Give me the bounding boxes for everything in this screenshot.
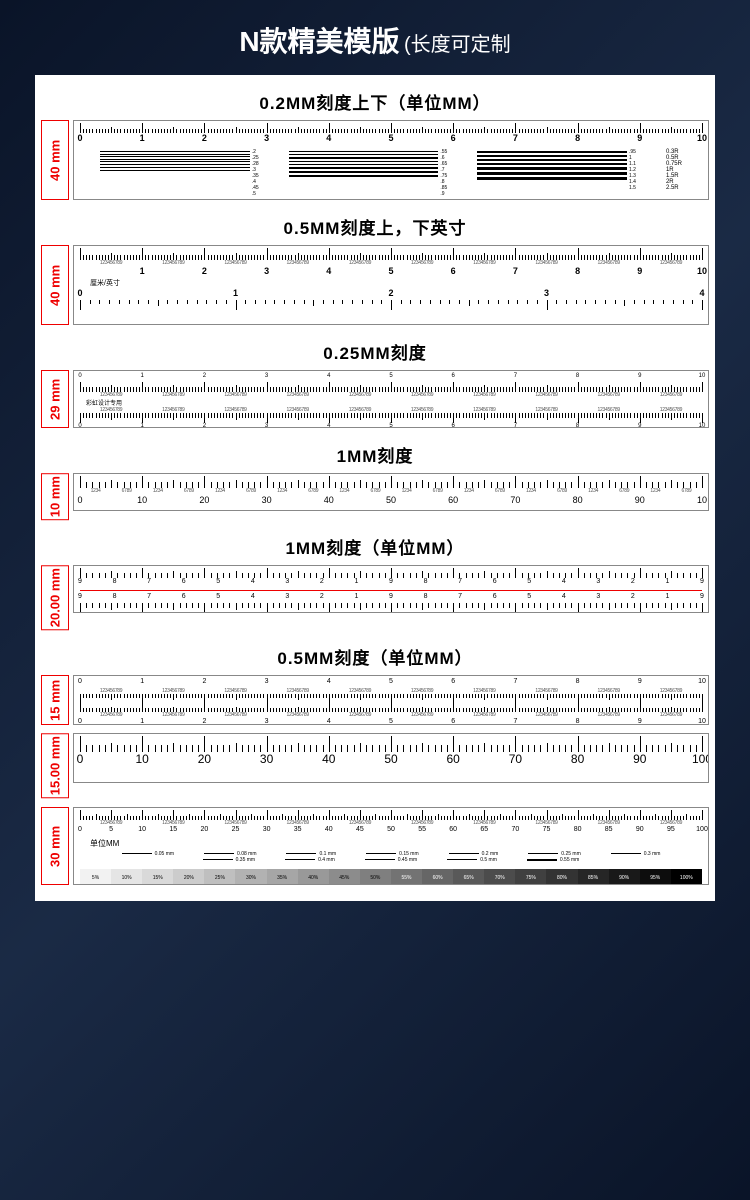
template-section: 30 mm12345678912345678912345678912345678… xyxy=(41,807,709,885)
height-label: 15 mm xyxy=(41,675,69,725)
section-title: 1MM刻度 xyxy=(41,436,709,473)
ruler-template: 1234567891234567891234567891234567891234… xyxy=(73,245,709,325)
ruler-template: 0123456789101234567891234567891234567891… xyxy=(73,370,709,428)
ruler-template: 0102030405060708090100 xyxy=(73,733,709,783)
ruler-template: 0123456789101234567891234567891234567891… xyxy=(73,675,709,725)
section-title: 0.2MM刻度上下（单位MM） xyxy=(41,83,709,120)
section-title: 0.25MM刻度 xyxy=(41,333,709,370)
height-label: 40 mm xyxy=(41,245,69,325)
header-main: N款精美模版 xyxy=(239,26,399,57)
section-title: 0.5MM刻度（单位MM） xyxy=(41,638,709,675)
grayscale-bar: 5%10%15%20%25%30%35%40%45%50%55%60%65%70… xyxy=(80,869,702,885)
section-title: 1MM刻度（单位MM） xyxy=(41,528,709,565)
ruler-template: 012345678910.2.25.28.3.35.4.45.5.55.6.65… xyxy=(73,120,709,200)
height-label: 15.00 mm xyxy=(41,733,69,798)
height-label: 29 mm xyxy=(41,370,69,428)
height-label: 40 mm xyxy=(41,120,69,200)
template-section: 0.2MM刻度上下（单位MM）40 mm012345678910.2.25.28… xyxy=(41,83,709,200)
templates-sheet: 0.2MM刻度上下（单位MM）40 mm012345678910.2.25.28… xyxy=(35,75,715,901)
height-label: 10 mm xyxy=(41,473,69,520)
ruler-template: 1234678912346789123467891234678912346789… xyxy=(73,473,709,511)
ruler-template: 98765432198765432199876543219876543219 xyxy=(73,565,709,613)
header-sub: (长度可定制 xyxy=(404,34,511,56)
section-title: 0.5MM刻度上，下英寸 xyxy=(41,208,709,245)
template-section: 1MM刻度（单位MM）20.00 mm987654321987654321998… xyxy=(41,528,709,630)
template-section: 0.5MM刻度上，下英寸40 mm12345678912345678912345… xyxy=(41,208,709,325)
ruler-template: 1234567891234567891234567891234567891234… xyxy=(73,807,709,885)
template-section: 1MM刻度10 mm123467891234678912346789123467… xyxy=(41,436,709,520)
template-section: 15.00 mm0102030405060708090100 xyxy=(41,733,709,798)
page-header: N款精美模版 (长度可定制 xyxy=(0,0,750,75)
template-section: 0.5MM刻度（单位MM）15 mm0123456789101234567891… xyxy=(41,638,709,725)
template-section: 0.25MM刻度29 mm012345678910123456789123456… xyxy=(41,333,709,428)
height-label: 30 mm xyxy=(41,807,69,885)
height-label: 20.00 mm xyxy=(41,565,69,630)
